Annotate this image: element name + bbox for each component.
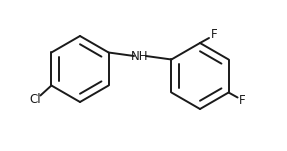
Text: Cl: Cl [30, 93, 41, 106]
Text: F: F [211, 29, 217, 42]
Text: NH: NH [131, 50, 149, 63]
Text: F: F [239, 94, 246, 107]
